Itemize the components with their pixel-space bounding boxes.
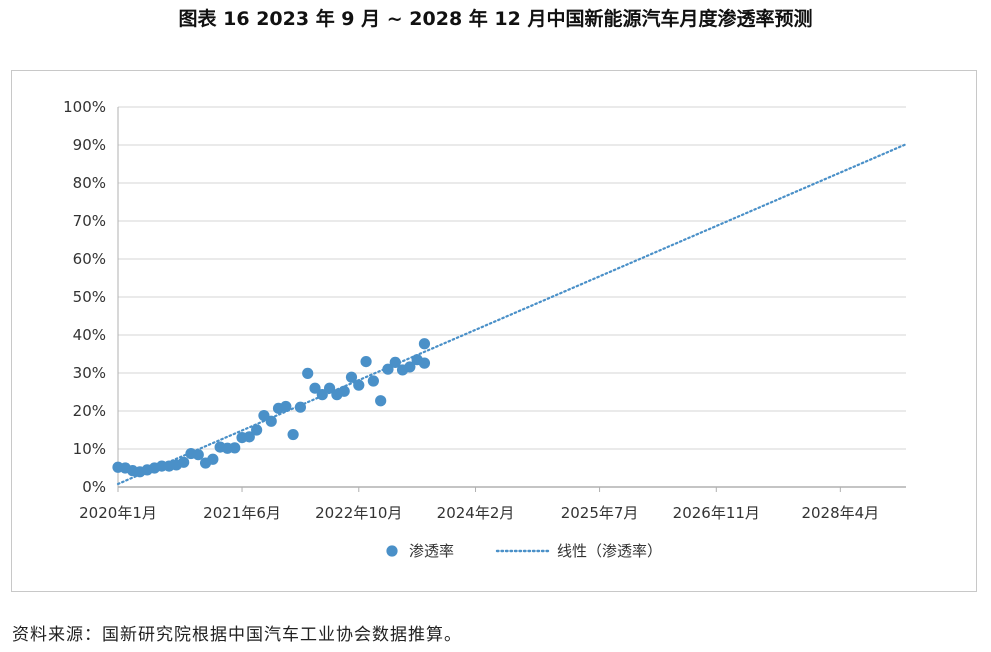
y-tick-label: 90%: [73, 136, 106, 154]
y-tick-label: 100%: [63, 98, 106, 116]
data-point: [345, 371, 358, 383]
data-point: [243, 431, 255, 443]
y-tick-label: 30%: [73, 364, 106, 382]
legend-label-trendline: 线性（渗透率）: [557, 542, 662, 560]
data-point: [316, 389, 328, 401]
data-point: [382, 363, 394, 375]
data-point: [280, 400, 292, 413]
y-tick-label: 10%: [73, 440, 106, 458]
x-tick-label: 2028年4月: [801, 504, 879, 522]
x-tick-label: 2026年11月: [673, 504, 760, 522]
x-tick-label: 2024年2月: [437, 504, 515, 522]
x-tick-label: 2022年10月: [315, 504, 402, 522]
data-point: [294, 401, 307, 413]
y-tick-label: 50%: [73, 288, 106, 306]
y-tick-label: 80%: [73, 174, 106, 192]
data-point: [353, 379, 365, 391]
y-tick-label: 60%: [73, 250, 106, 268]
data-point: [309, 382, 321, 394]
data-point: [229, 442, 241, 454]
data-point: [404, 361, 416, 373]
data-point: [265, 415, 277, 427]
x-tick-label: 2025年7月: [561, 504, 639, 522]
data-point: [302, 367, 314, 379]
x-tick-label: 2021年6月: [203, 504, 281, 522]
data-point: [418, 338, 431, 350]
legend-marker-icon: [386, 545, 398, 557]
chart-frame: [11, 70, 977, 592]
data-point: [360, 356, 372, 368]
data-point: [178, 456, 190, 468]
data-point: [207, 453, 219, 465]
source-note: 资料来源：国新研究院根据中国汽车工业协会数据推算。: [12, 625, 462, 645]
data-point: [251, 424, 263, 436]
legend-label-series: 渗透率: [409, 542, 454, 560]
data-point: [375, 395, 387, 407]
y-tick-label: 0%: [82, 478, 106, 496]
data-point: [418, 357, 431, 369]
x-tick-label: 2020年1月: [79, 504, 157, 522]
data-point: [367, 375, 379, 387]
data-point: [323, 382, 336, 394]
data-point: [338, 385, 350, 397]
y-tick-label: 20%: [73, 402, 106, 420]
data-point: [287, 428, 299, 441]
y-tick-label: 70%: [73, 212, 106, 230]
data-point: [389, 356, 401, 368]
y-tick-label: 40%: [73, 326, 106, 344]
data-point: [192, 449, 204, 461]
chart-title: 图表 16 2023 年 9 月 ~ 2028 年 12 月中国新能源汽车月度渗…: [178, 8, 813, 30]
trendline-linear: [116, 143, 908, 486]
